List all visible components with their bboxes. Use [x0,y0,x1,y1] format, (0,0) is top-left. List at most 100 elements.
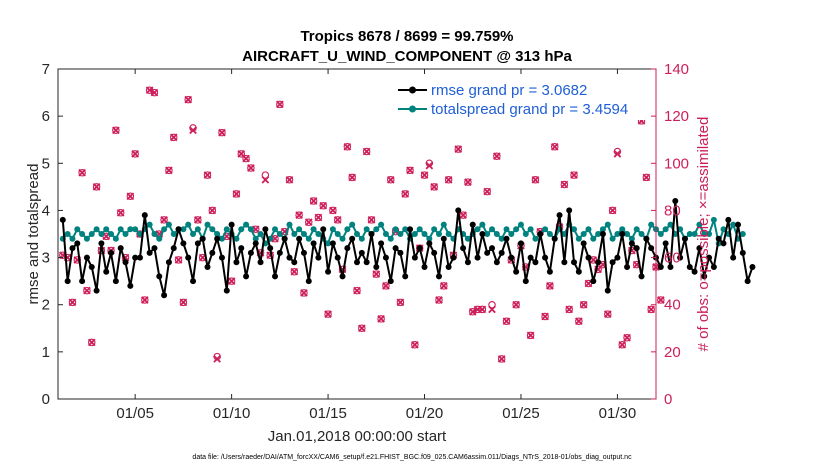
rmse-point [296,235,303,242]
rmse-point [387,278,394,285]
rmse-point [334,254,341,261]
obs-possible-marker [208,206,217,215]
rmse-point [339,273,346,280]
obs-assimilated-marker [261,175,270,184]
totalspread-point [223,226,230,233]
totalspread-point [595,231,602,237]
obs-assimilated-marker [560,180,569,189]
rmse-point [354,259,360,266]
obs-possible-marker [305,218,313,226]
totalspread-point [339,235,346,242]
rmse-point [161,292,168,299]
totalspread-point [214,231,221,237]
rmse-point [445,264,452,270]
obs-assimilated-marker [377,315,385,323]
totalspread-point [431,226,438,233]
totalspread-point [209,226,216,233]
totalspread-point [474,226,481,233]
obs-possible-marker [387,176,395,184]
rmse-point [566,207,573,214]
obs-assimilated-marker [285,175,294,184]
rmse-point [59,216,66,223]
rmse-point [276,249,283,256]
obs-assimilated-marker [618,340,627,349]
rmse-point [122,259,129,266]
rmse-line [61,200,754,297]
rmse-point [484,249,491,256]
obs-assimilated-marker [251,225,260,234]
x-axis-ticks: 01/05 01/10 01/15 01/20 01/25 01/30 [116,69,636,422]
totalspread-series [59,216,746,247]
rmse-point [725,216,732,223]
rmse-point [599,231,606,237]
y-right-tick-label: 80 [664,202,681,219]
totalspread-point [190,231,197,237]
obs-possible-marker [454,145,463,153]
rmse-point [416,245,423,252]
obs-possible-marker [497,355,506,363]
totalspread-point [272,226,279,233]
obs-assimilated-marker [271,234,279,243]
chart-title-line1: Tropics 8678 / 8699 = 99.759% [300,28,513,45]
totalspread-point [590,235,597,242]
rmse-point [112,278,119,285]
obs-assimilated-marker [575,317,583,326]
totalspread-point [580,231,587,237]
rmse-point [469,221,476,228]
rmse-point [590,278,597,285]
rmse-series [59,198,756,299]
rmse-point [136,254,143,261]
obs-assimilated-marker [179,298,188,307]
obs-possible-marker [247,164,255,172]
obs-possible-marker [550,143,559,151]
obs-possible-marker [116,209,125,217]
obs-possible-marker [295,211,303,219]
obs-possible-marker [126,192,135,201]
obs-possible-marker [353,286,361,295]
totalspread-point [710,216,717,223]
totalspread-point [218,235,225,242]
totalspread-point [247,226,254,233]
rmse-point [546,268,553,275]
rmse-point [175,226,182,233]
legend-spread-marker [409,105,416,113]
obs-assimilated-marker [242,154,250,163]
obs-assimilated-marker [541,312,549,321]
totalspread-point [382,231,389,237]
rmse-point [464,259,471,266]
data-file-footnote: data file: /Users/raeder/DAI/ATM_forcXX/… [192,454,632,461]
obs-assimilated-marker [579,300,588,309]
obs-assimilated-marker [295,211,303,219]
totalspread-point [329,226,336,233]
totalspread-point [300,231,307,237]
totalspread-point [79,231,86,237]
obs-assimilated-marker [184,95,193,104]
obs-assimilated-marker [382,282,390,290]
rmse-point [170,245,177,252]
totalspread-point [286,221,293,228]
obs-possible-marker [343,143,352,151]
obs-possible-marker [430,183,438,191]
obs-assimilated-marker [565,305,574,314]
rmse-point [667,264,674,270]
obs-assimilated-marker [290,267,299,276]
obs-assimilated-marker [348,173,357,182]
totalspread-point [624,231,631,237]
y-right-tick-label: 60 [664,250,681,267]
totalspread-point [373,226,380,233]
rmse-point [344,245,351,252]
obs-possible-marker [314,213,323,222]
obs-assimilated-marker [502,317,511,326]
totalspread-point [435,231,442,237]
obs-possible-marker [112,126,120,135]
rmse-point [310,240,317,247]
obs-assimilated-marker [444,175,453,184]
totalspread-point [667,221,674,228]
totalspread-point [575,235,582,242]
obs-possible-marker [329,206,337,215]
totalspread-point [585,226,592,233]
obs-assimilated-marker [194,216,202,224]
totalspread-point [252,235,259,242]
y-left-tick-label: 5 [42,155,50,172]
